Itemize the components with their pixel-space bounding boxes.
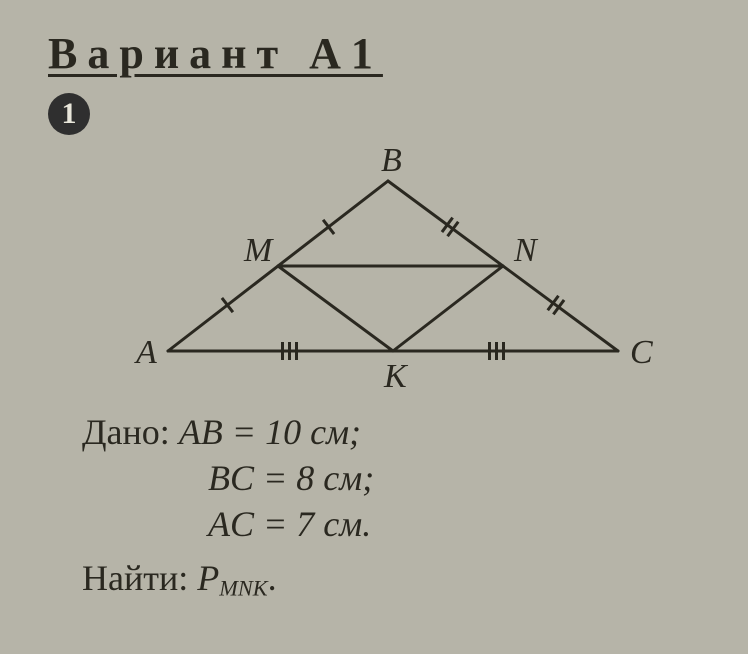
- svg-text:A: A: [134, 334, 157, 371]
- given-label: Дано:: [82, 412, 170, 452]
- given-line-0: AB = 10 см;: [179, 412, 361, 452]
- find-line: Найти: PMNK.: [82, 557, 708, 602]
- find-target-base: P: [197, 558, 219, 598]
- svg-text:C: C: [630, 334, 653, 371]
- svg-text:K: K: [383, 358, 409, 395]
- find-label: Найти:: [82, 558, 188, 598]
- svg-text:M: M: [243, 232, 274, 269]
- given-line-1: BC = 8 см;: [208, 458, 374, 498]
- find-suffix: .: [268, 558, 277, 598]
- svg-text:B: B: [381, 142, 402, 179]
- question-number-badge: 1: [48, 93, 90, 135]
- find-target-sub: MNK: [219, 576, 267, 601]
- given-block: Дано: AB = 10 см; BC = 8 см; AC = 7 см.: [82, 409, 708, 547]
- svg-text:N: N: [513, 232, 539, 269]
- given-line-2: AC = 7 см.: [208, 504, 371, 544]
- variant-title: Вариант А1: [48, 28, 708, 79]
- triangle-figure: A B C M N K: [98, 141, 658, 401]
